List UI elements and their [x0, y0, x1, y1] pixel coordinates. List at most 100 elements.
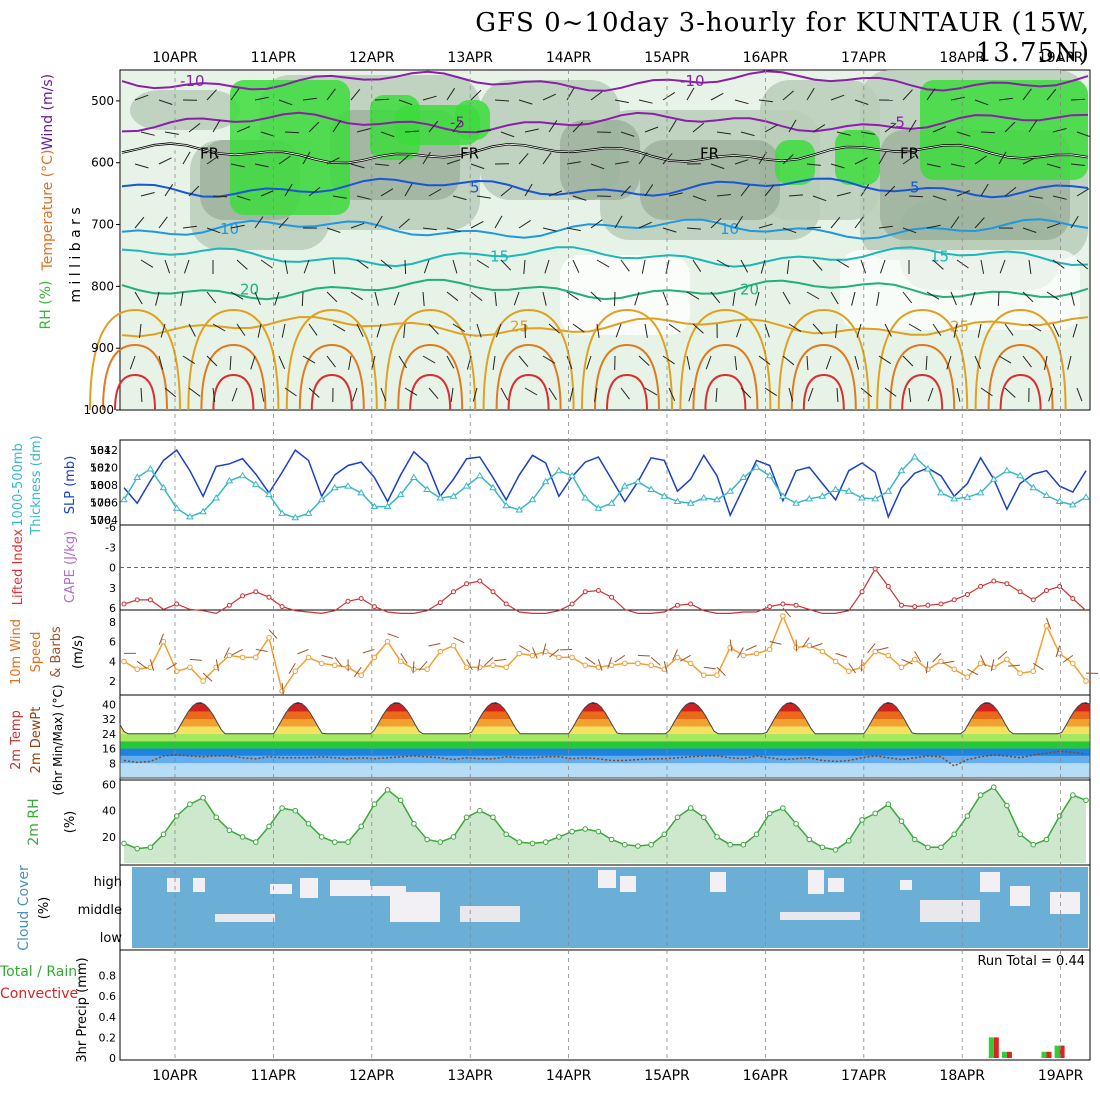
rh2m-point — [701, 814, 707, 821]
wind-barb — [303, 259, 310, 274]
day-label-bottom: 13APR — [447, 1068, 493, 1084]
cloud-block — [330, 880, 370, 896]
wind-barb — [806, 87, 815, 101]
wind-barb — [782, 227, 797, 234]
wind-barb — [260, 387, 265, 402]
wind-barb — [644, 184, 654, 197]
day-label-bottom: 10APR — [152, 1068, 198, 1084]
wind-barb — [278, 355, 286, 370]
precip-rain-bar — [988, 1037, 994, 1058]
heat-contour — [187, 308, 280, 411]
rh2m-point — [200, 794, 206, 801]
rh2m-point — [266, 823, 272, 830]
wind-barb — [476, 259, 490, 268]
wind-barb — [997, 291, 1000, 307]
wind-10m-barb — [1062, 654, 1074, 663]
rh2m-point — [608, 836, 615, 843]
wind-barb — [788, 387, 794, 402]
wind-barb — [404, 259, 407, 275]
wind-barb — [446, 159, 461, 165]
wind-barb — [374, 98, 390, 101]
wind-barb — [590, 291, 602, 303]
wind-barb — [446, 291, 459, 302]
wind-barb — [878, 151, 887, 165]
wind-barb — [926, 224, 941, 229]
wind-barb — [278, 99, 293, 106]
rh2m-point — [780, 805, 786, 811]
thickness-point — [871, 494, 880, 502]
wind-barb — [614, 161, 629, 165]
wind-barb — [1072, 323, 1078, 338]
wind-barb — [740, 131, 755, 137]
wind-barb — [403, 323, 406, 338]
wind-10m-barb — [387, 633, 399, 639]
axis-title-slp: SLP (mb) — [63, 456, 78, 515]
heat-contour — [889, 343, 956, 411]
wind-10m-barb — [932, 653, 942, 663]
wind-10m-barb — [584, 656, 596, 665]
rh2m-point — [885, 801, 892, 808]
wind-10m-barb — [428, 643, 441, 647]
wind-barb — [428, 120, 439, 133]
rh2m-point — [318, 834, 325, 840]
li-point — [938, 601, 944, 607]
wind-10m-barb — [967, 668, 979, 676]
li-point — [1017, 589, 1023, 595]
wind-barb — [786, 259, 790, 274]
thickness-point — [647, 485, 655, 492]
li-point — [767, 604, 773, 610]
temp-band — [120, 711, 1090, 720]
rh2m-point — [925, 844, 931, 851]
rh2m-point — [213, 814, 219, 821]
rh2m-point — [938, 844, 944, 851]
wind-barb — [980, 183, 989, 197]
thickness-point — [752, 463, 761, 470]
thickness-point — [172, 504, 181, 511]
wind-barb — [1022, 157, 1036, 165]
thickness-point — [344, 482, 352, 489]
wind-barb — [974, 355, 982, 370]
wind-barb — [332, 323, 346, 332]
wind-barb — [638, 152, 648, 165]
wind-barb — [716, 194, 731, 197]
wind-barb — [1046, 222, 1061, 229]
rh2m-point — [516, 839, 523, 845]
thickness-point — [726, 487, 735, 494]
heat-contour — [384, 308, 477, 411]
wind-10m-barb — [281, 682, 284, 696]
wind-barb — [523, 259, 526, 275]
wind-10m-barb — [729, 639, 733, 652]
temp-band — [120, 726, 1090, 734]
heat-contour — [704, 373, 747, 411]
thickness-point — [120, 495, 128, 503]
li-point — [569, 601, 575, 607]
wind-barb — [980, 131, 996, 134]
wind-barb — [134, 163, 149, 169]
isotherm-label: -5 — [450, 114, 465, 132]
wind-speed-point — [279, 688, 285, 694]
wind-barb — [692, 259, 702, 272]
wind-barb — [902, 155, 915, 165]
li-point — [899, 602, 904, 608]
wind-barb — [544, 259, 550, 274]
wind-barb — [164, 259, 171, 274]
precip-conv-bar — [993, 1037, 999, 1058]
rh2m-point — [911, 836, 918, 843]
day-label-bottom: 19APR — [1038, 1068, 1084, 1084]
wind-barb — [380, 131, 395, 138]
wind-barb — [260, 190, 275, 197]
thickness-point — [765, 471, 774, 479]
slp-tick-label: 1012 — [90, 444, 118, 457]
thickness-point — [568, 471, 576, 479]
wind-barb — [860, 184, 870, 197]
li-point — [503, 601, 509, 607]
wind-10m-barb — [549, 649, 560, 658]
isotherm-line — [121, 316, 1089, 338]
wind-barb — [518, 99, 533, 105]
wind-barb — [352, 387, 358, 402]
wind-barb — [851, 291, 856, 306]
wind-barb — [806, 355, 809, 371]
wind-barb — [710, 291, 721, 304]
wind-barb — [807, 387, 814, 402]
